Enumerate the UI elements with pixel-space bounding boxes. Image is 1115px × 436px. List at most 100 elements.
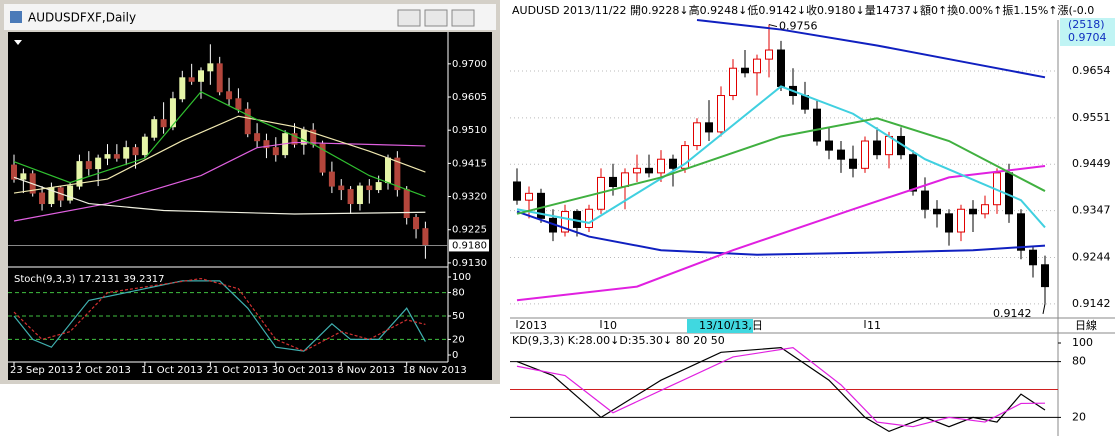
y-tick-label: 0.9142 xyxy=(1072,297,1111,310)
candle-body xyxy=(169,98,176,128)
cursor-label-bg xyxy=(687,319,753,333)
candle-body xyxy=(366,185,373,191)
candle-body xyxy=(729,67,737,97)
candle-body xyxy=(933,208,941,215)
candle-body xyxy=(263,140,270,149)
x-tick-label: 11 xyxy=(867,319,881,332)
corner-label: 0.9704 xyxy=(1068,31,1107,44)
x-tick-label: 18 Nov 2013 xyxy=(403,365,467,376)
candle-body xyxy=(413,217,420,230)
osc-tick-label: 100 xyxy=(1072,336,1093,349)
moving-average xyxy=(516,117,1046,215)
candle-body xyxy=(104,154,111,159)
osc-tick-label: 0 xyxy=(452,350,458,361)
last-price-box xyxy=(449,239,489,252)
y-tick-label: 0.9605 xyxy=(452,92,487,103)
candle-body xyxy=(1017,213,1025,251)
candle-body xyxy=(226,91,233,100)
y-tick-label: 0.9654 xyxy=(1072,64,1111,77)
moving-average xyxy=(13,176,426,215)
candle-body xyxy=(1041,264,1049,288)
candle-body xyxy=(151,119,158,138)
corner-label: (2518) xyxy=(1068,18,1105,31)
candle-body xyxy=(777,49,785,87)
candle-body xyxy=(347,189,354,205)
y-tick-label: 0.9700 xyxy=(452,59,487,70)
y-tick-label: 0.9449 xyxy=(1072,157,1111,170)
candle-body xyxy=(95,157,102,170)
candle-body xyxy=(825,140,833,151)
candle-body xyxy=(741,67,749,74)
candle-body xyxy=(123,147,130,159)
osc-tick-label: 80 xyxy=(452,288,465,299)
candle-body xyxy=(375,182,382,191)
candle-body xyxy=(837,149,845,160)
candle-body xyxy=(609,176,617,188)
y-tick-label: 0.9347 xyxy=(1072,204,1111,217)
window-icon xyxy=(10,11,22,23)
moving-average xyxy=(696,19,1046,79)
menu-arrow[interactable] xyxy=(14,40,22,45)
moving-average xyxy=(13,115,426,194)
maximize-button[interactable] xyxy=(424,9,448,27)
candle-body xyxy=(1029,249,1037,266)
candle-body xyxy=(216,63,223,93)
candle-body xyxy=(188,77,195,82)
candle-body xyxy=(525,192,533,201)
candle-body xyxy=(385,157,391,184)
osc-tick-label: 80 xyxy=(1072,355,1086,368)
candle-body xyxy=(753,58,761,74)
annotation-leader xyxy=(768,24,778,28)
right-panel xyxy=(503,0,1115,436)
candle-body xyxy=(969,208,977,215)
moving-average xyxy=(516,210,1046,256)
oscillator-line xyxy=(516,347,1046,428)
candle-body xyxy=(561,211,569,233)
osc-tick-label: 50 xyxy=(452,311,465,322)
x-tick-label: 10 xyxy=(603,319,617,332)
osc-tick-label: 100 xyxy=(452,272,471,283)
kd-label: KD(9,3,3) K:28.00↓D:35.30↓ 80 20 50 xyxy=(512,334,725,347)
y-tick-label: 0.9415 xyxy=(452,158,487,169)
candle-body xyxy=(356,185,363,205)
moving-average xyxy=(516,85,1046,229)
x-tick-label: 21 Oct 2013 xyxy=(206,365,268,376)
candle-body xyxy=(861,140,869,169)
candle-body xyxy=(705,122,713,133)
y-tick-label: 0.9225 xyxy=(452,225,487,236)
minimize-button[interactable] xyxy=(397,9,421,27)
oscillator-line xyxy=(13,277,426,352)
candle-body xyxy=(254,133,261,142)
x-tick-label: 8 Nov 2013 xyxy=(337,365,395,376)
candle-body xyxy=(633,167,641,174)
x-tick-label: 2 Oct 2013 xyxy=(75,365,130,376)
candle-body xyxy=(272,147,279,156)
candle-body xyxy=(945,213,953,233)
corner-box xyxy=(1060,18,1115,46)
candle-body xyxy=(813,108,821,142)
candle-body xyxy=(11,164,17,180)
osc-tick-label: 20 xyxy=(1072,410,1086,423)
candle-body xyxy=(394,157,401,191)
candle-body xyxy=(338,185,345,191)
candle-body xyxy=(39,192,46,205)
close-button[interactable] xyxy=(451,9,475,27)
window-title: AUDUSDFXF,Daily xyxy=(28,11,136,25)
x-tick-label: 2013 xyxy=(519,319,547,332)
candle-body xyxy=(957,208,965,233)
annotation: 0.9142 xyxy=(993,307,1032,320)
candle-body xyxy=(67,185,74,201)
candle-body xyxy=(141,136,148,156)
candle-body xyxy=(849,158,857,169)
candle-body xyxy=(981,204,989,215)
moving-average xyxy=(13,91,426,198)
candle-body xyxy=(113,154,120,159)
candle-body xyxy=(921,190,929,210)
y-tick-label: 0.9320 xyxy=(452,192,487,203)
candle-body xyxy=(76,161,83,187)
x-tick-label: 30 Oct 2013 xyxy=(272,365,334,376)
candle-body xyxy=(657,158,665,174)
candle-body xyxy=(909,154,917,192)
